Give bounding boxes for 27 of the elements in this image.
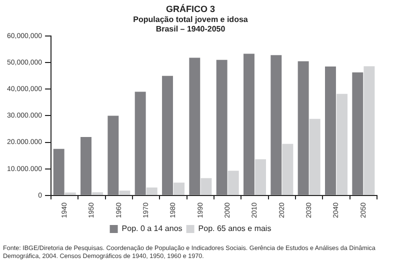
legend-label: Pop. 65 anos e mais — [198, 224, 272, 234]
bar — [352, 72, 364, 195]
bar — [162, 76, 173, 195]
chart-title: GRÁFICO 3 — [166, 4, 216, 14]
bar — [364, 66, 375, 195]
bar — [189, 58, 200, 195]
bar — [282, 144, 294, 195]
bar — [174, 182, 185, 195]
bar — [325, 66, 336, 195]
bar — [336, 94, 348, 195]
bar — [108, 116, 119, 195]
bar — [53, 148, 64, 195]
bar — [270, 55, 282, 195]
bar — [298, 61, 309, 195]
legend-label: Pop. 0 a 14 anos — [122, 224, 182, 234]
bar — [200, 178, 212, 195]
bar — [134, 92, 146, 195]
bar — [216, 60, 228, 195]
bar — [244, 54, 254, 195]
bar — [146, 187, 158, 195]
bar — [309, 118, 320, 195]
bar — [255, 159, 266, 195]
bar — [92, 192, 104, 195]
bar — [80, 136, 92, 195]
bar — [228, 170, 239, 195]
chart-subtitle: População total jovem e idosa Brasil – 1940-2050 — [133, 14, 248, 34]
bar — [119, 190, 130, 195]
